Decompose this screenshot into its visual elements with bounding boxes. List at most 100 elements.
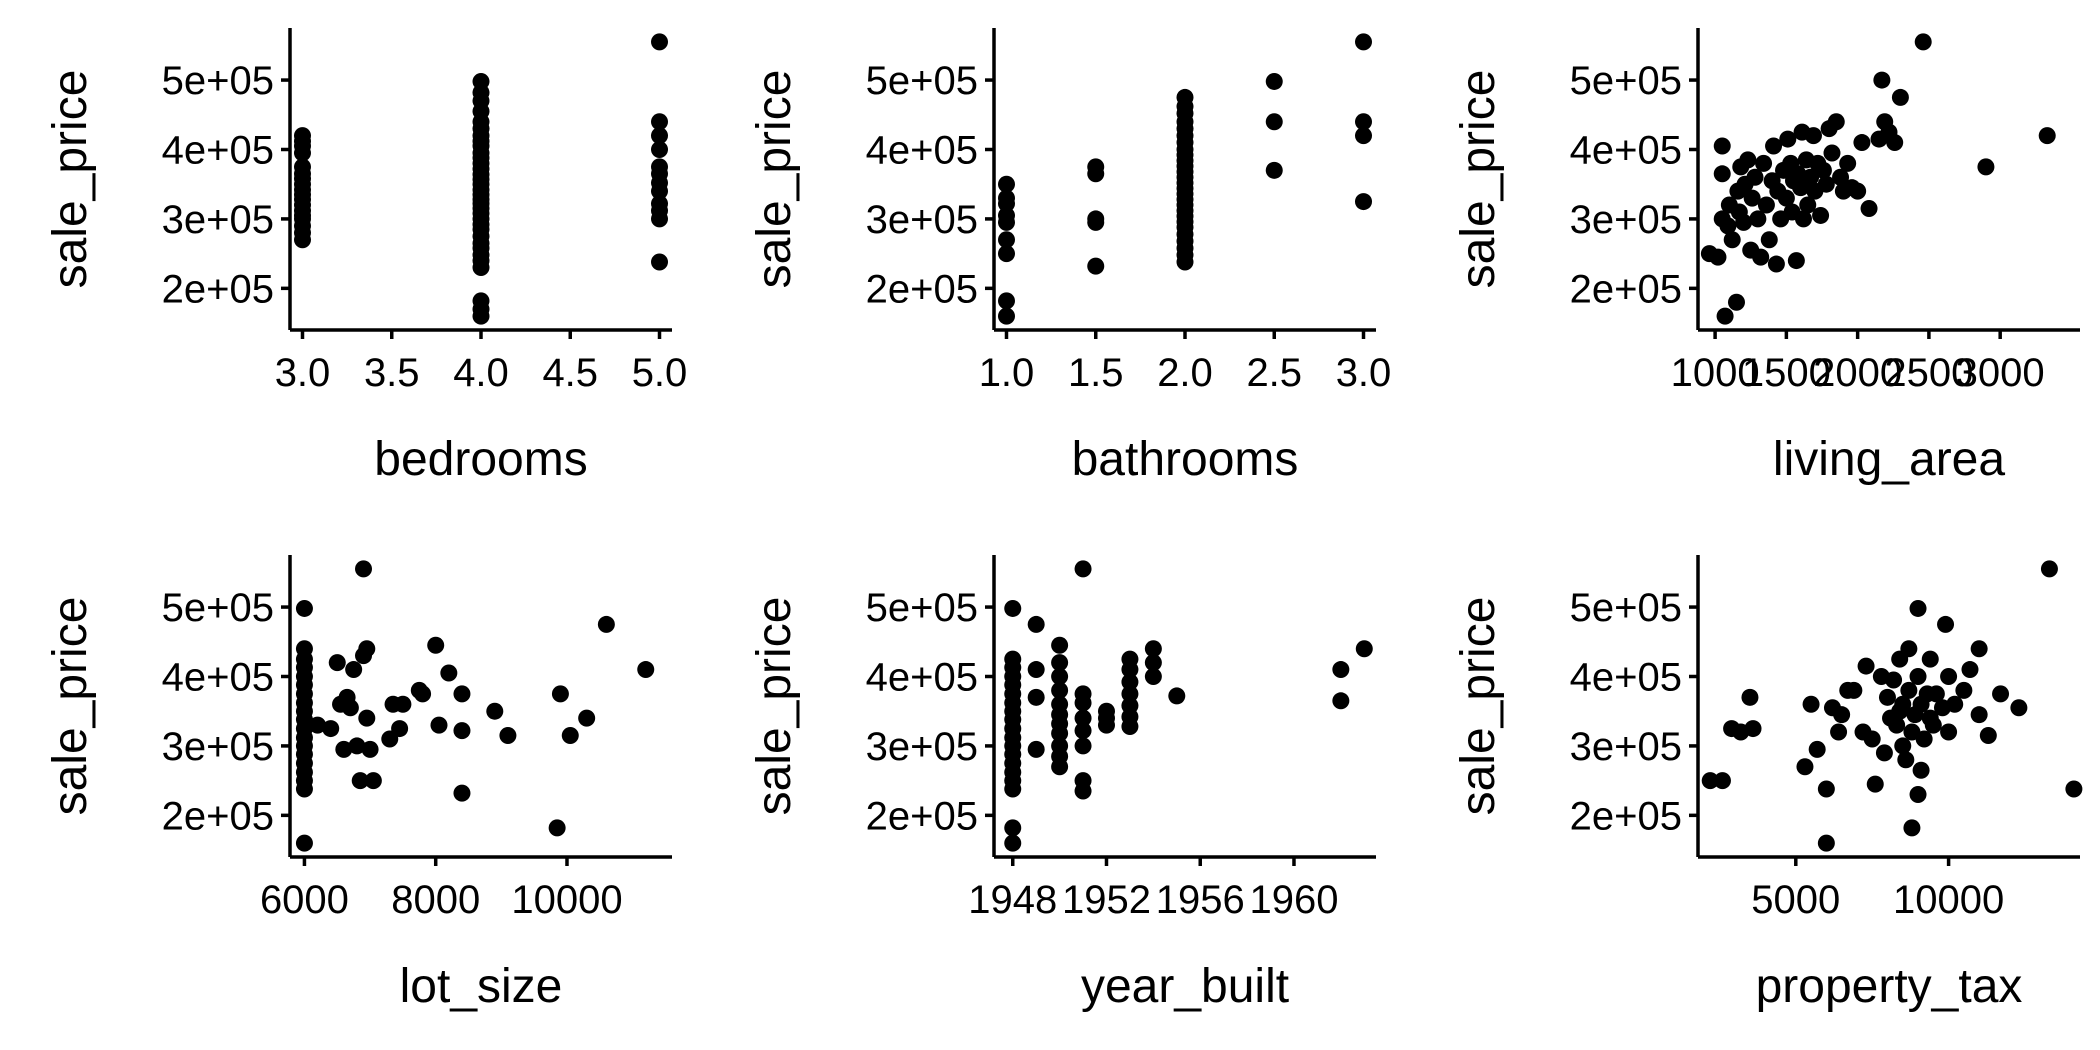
data-point <box>1735 213 1753 231</box>
x-tick-label: 5000 <box>1751 878 1840 922</box>
data-point <box>1839 154 1857 172</box>
data-point <box>1886 134 1904 152</box>
data-point <box>295 599 313 617</box>
data-point <box>651 253 669 271</box>
x-axis-title: lot_size <box>400 960 563 1013</box>
data-point <box>309 716 327 734</box>
data-point <box>548 819 566 837</box>
data-point <box>1755 154 1773 172</box>
data-point <box>414 685 432 703</box>
y-tick-label: 2e+05 <box>1570 794 1682 838</box>
x-tick-label: 3000 <box>1956 351 2045 395</box>
data-point <box>348 737 366 755</box>
data-point <box>1765 137 1783 155</box>
y-tick-label: 3e+05 <box>866 725 978 769</box>
x-tick-label: 2.0 <box>1157 351 1213 395</box>
data-point <box>391 720 409 738</box>
data-point <box>1927 685 1945 703</box>
data-point <box>1051 654 1069 672</box>
y-tick-label: 2e+05 <box>1570 267 1682 311</box>
data-point <box>1757 196 1775 214</box>
x-tick-label: 2.5 <box>1246 351 1302 395</box>
data-point <box>1713 772 1731 790</box>
y-tick-label: 4e+05 <box>162 128 274 172</box>
data-point <box>1891 88 1909 106</box>
data-point <box>361 740 379 758</box>
data-point <box>1830 723 1848 741</box>
data-point <box>1955 681 1973 699</box>
data-point <box>427 636 445 654</box>
data-point <box>1909 667 1927 685</box>
data-point <box>997 175 1015 193</box>
data-point <box>578 709 596 727</box>
data-point <box>1719 217 1737 235</box>
panel-year-built: sale_price year_built 2e+05 3e+05 4e+05 5e+… <box>748 555 1376 1013</box>
x-axis-title: year_built <box>1081 960 1289 1013</box>
data-point <box>1749 210 1767 228</box>
data-point <box>1909 599 1927 617</box>
data-point <box>1853 134 1871 152</box>
y-axis-title: sale_price <box>748 70 801 289</box>
panel-living-area: sale_price living_area 2e+05 3e+05 4e+05 5e… <box>1452 28 2080 486</box>
data-point <box>1878 688 1896 706</box>
data-point <box>1004 650 1022 668</box>
y-tick-label: 5e+05 <box>162 59 274 103</box>
data-point <box>1900 640 1918 658</box>
x-tick-label: 2000 <box>1813 351 1902 395</box>
data-point <box>351 772 369 790</box>
data-point <box>1779 130 1797 148</box>
data-point <box>1004 599 1022 617</box>
data-point <box>295 834 313 852</box>
y-tick-label: 5e+05 <box>866 586 978 630</box>
data-point <box>1027 615 1045 633</box>
data-point <box>1265 72 1283 90</box>
x-tick-label: 2500 <box>1884 351 1973 395</box>
y-tick-label: 3e+05 <box>162 725 274 769</box>
data-point <box>1940 723 1958 741</box>
data-point <box>1849 182 1867 200</box>
data-point <box>1723 231 1741 249</box>
data-point <box>997 206 1015 224</box>
data-point <box>2040 560 2058 578</box>
data-point <box>486 702 504 720</box>
data-point <box>1004 834 1022 852</box>
data-point <box>1979 727 1997 745</box>
data-point <box>997 231 1015 249</box>
data-point <box>1970 640 1988 658</box>
data-point <box>1875 744 1893 762</box>
data-point <box>1924 716 1942 734</box>
data-point <box>1817 780 1835 798</box>
data-point <box>453 722 471 740</box>
x-tick-label: 1956 <box>1156 878 1245 922</box>
data-point <box>499 727 517 745</box>
data-point <box>1777 189 1795 207</box>
data-point <box>561 727 579 745</box>
data-point <box>1074 709 1092 727</box>
data-point <box>1832 168 1850 186</box>
y-tick-label: 5e+05 <box>866 59 978 103</box>
data-point <box>1051 737 1069 755</box>
data-point <box>1857 657 1875 675</box>
data-point <box>1789 165 1807 183</box>
x-tick-label: 1500 <box>1742 351 1831 395</box>
panel-property-tax: sale_price property_tax 2e+05 3e+05 4e+05 5… <box>1452 555 2083 1013</box>
data-point <box>1802 695 1820 713</box>
data-point <box>1074 560 1092 578</box>
data-point <box>341 699 359 717</box>
data-point <box>1355 193 1373 211</box>
data-point <box>1074 772 1092 790</box>
data-point <box>997 307 1015 325</box>
data-point <box>1812 206 1830 224</box>
data-point <box>1739 151 1757 169</box>
data-point <box>1961 661 1979 679</box>
data-point <box>1121 685 1139 703</box>
data-point <box>345 661 363 679</box>
data-point <box>1817 834 1835 852</box>
data-point <box>1746 168 1764 186</box>
data-point <box>293 127 311 145</box>
data-point <box>1885 671 1903 689</box>
data-point <box>551 685 569 703</box>
x-tick-label: 1.0 <box>979 351 1035 395</box>
data-point <box>1897 751 1915 769</box>
y-tick-label: 2e+05 <box>162 267 274 311</box>
